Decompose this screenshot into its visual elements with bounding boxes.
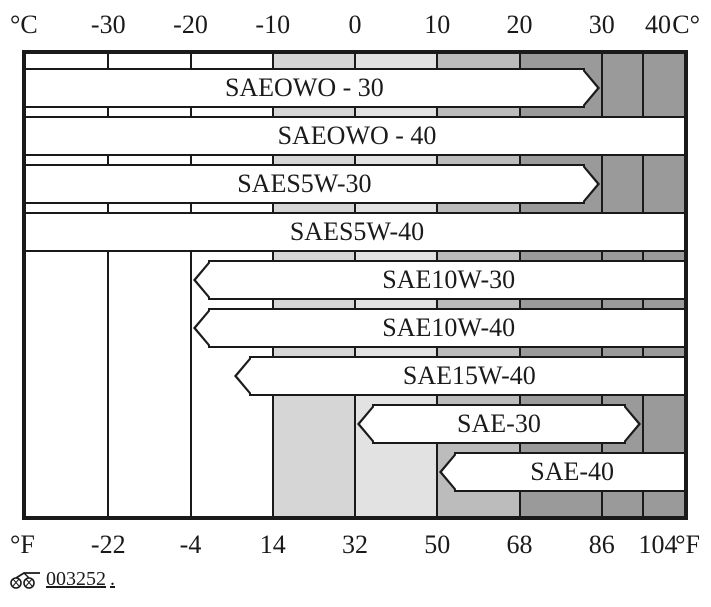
axis-f-tick: 50 — [424, 530, 450, 560]
oil-bar-label: SAE-40 — [530, 457, 614, 487]
axis-f-tick: 32 — [342, 530, 368, 560]
oil-bar-label: SAEOWO - 30 — [225, 73, 384, 103]
axis-f-unit-right: °F — [675, 530, 700, 560]
axis-c-tick: 40 — [645, 10, 671, 40]
axis-celsius: °C -30 -20 -10 0 10 20 30 40 C° — [10, 10, 700, 46]
oil-bar-sae0w40: SAEOWO - 40 — [26, 116, 688, 156]
oil-bar-sae10w30: SAE10W-30 — [208, 260, 689, 300]
oil-viscosity-chart: °C -30-20-10010203040 C° SAEOWO - 30SAEO… — [10, 10, 700, 597]
oil-bar-sae10w40: SAE10W-40 — [208, 308, 689, 348]
oil-bar-sae0w30: SAEOWO - 30 — [26, 68, 585, 108]
figure-reference-number: 003252 — [46, 568, 106, 591]
axis-f-tick: 104 — [639, 530, 678, 560]
axis-c-tick: 0 — [349, 10, 362, 40]
plot-area: SAEOWO - 30 SAEOWO - 40 SAES5W-30 SAES5W-40… — [22, 50, 688, 520]
oil-bar-label: SAES5W-30 — [237, 169, 371, 199]
reference-icon — [10, 571, 42, 589]
axis-f-unit-left: °F — [10, 530, 35, 560]
oil-bar-label: SAE15W-40 — [403, 361, 536, 391]
oil-bar-sae15w40: SAE15W-40 — [249, 356, 688, 396]
oil-bar-sae5w30: SAES5W-30 — [26, 164, 585, 204]
axis-c-unit-right: C° — [672, 10, 700, 40]
oil-bar-label: SAE10W-40 — [382, 313, 515, 343]
oil-bar-sae40: SAE-40 — [454, 452, 688, 492]
oil-bar-label: SAE-30 — [457, 409, 541, 439]
oil-bar-sae5w40: SAES5W-40 — [26, 212, 688, 252]
axis-c-unit-left: °C — [10, 10, 38, 40]
oil-bar-sae30: SAE-30 — [372, 404, 626, 444]
axis-c-tick: -20 — [173, 10, 208, 40]
axis-c-tick: 10 — [424, 10, 450, 40]
axis-f-tick: 86 — [589, 530, 615, 560]
oil-bar-label: SAEOWO - 40 — [278, 121, 437, 151]
axis-c-tick: -30 — [91, 10, 126, 40]
axis-f-tick: 68 — [507, 530, 533, 560]
axis-c-tick: 30 — [589, 10, 615, 40]
figure-reference: 003252 . — [10, 568, 115, 591]
axis-f-tick: -4 — [180, 530, 202, 560]
axis-c-tick: 20 — [507, 10, 533, 40]
axis-c-tick: -10 — [255, 10, 290, 40]
axis-f-tick: 14 — [260, 530, 286, 560]
oil-bar-label: SAES5W-40 — [290, 217, 424, 247]
oil-bar-label: SAE10W-30 — [382, 265, 515, 295]
axis-fahrenheit: °F -22 -4 14 32 50 68 86 104 °F — [10, 530, 700, 566]
axis-f-tick: -22 — [91, 530, 126, 560]
